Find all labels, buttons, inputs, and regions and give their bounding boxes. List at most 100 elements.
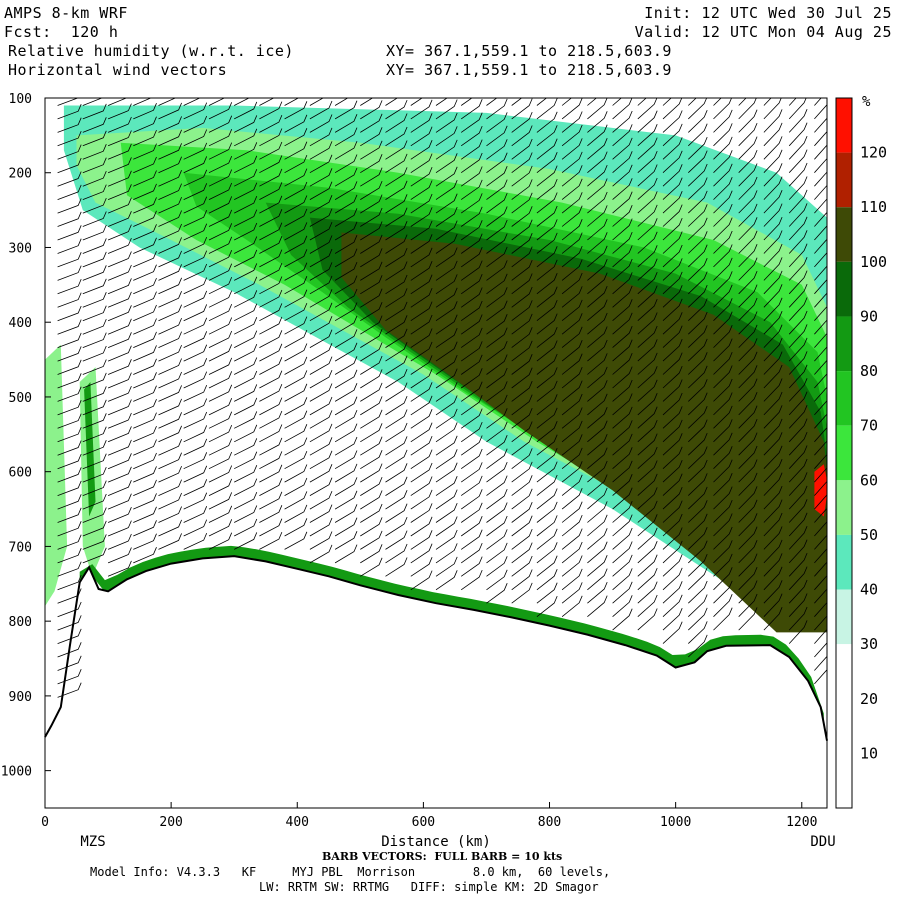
wind-barb [284, 128, 308, 147]
wind-barb [738, 284, 758, 308]
wind-barb [688, 513, 708, 537]
wind-barb [435, 516, 458, 537]
rh-column-left [45, 344, 68, 607]
wind-barb [688, 190, 708, 214]
wind-barb [158, 304, 182, 322]
wind-barb [107, 547, 132, 564]
wind-barb [814, 386, 827, 402]
colorbar-swatch [836, 152, 852, 208]
colorbar-label: 40 [860, 581, 878, 599]
wind-barb [435, 314, 458, 335]
wind-barb [158, 412, 182, 429]
wind-barb [612, 326, 633, 348]
colorbar-swatch [836, 371, 852, 426]
wind-barb [763, 418, 783, 443]
wind-barb [410, 287, 433, 308]
wind-barb [234, 128, 258, 147]
wind-barb [788, 135, 808, 160]
wind-barb [334, 288, 358, 308]
wind-barb [662, 433, 683, 456]
colorbar-label: 20 [860, 690, 878, 708]
wind-barb [763, 243, 783, 268]
wind-barb [234, 343, 258, 362]
wind-barb [234, 384, 258, 402]
wind-barb [158, 465, 182, 483]
wind-barb [637, 98, 647, 106]
wind-barb [410, 462, 433, 483]
wind-barb [460, 193, 483, 214]
wind-barb [208, 505, 233, 523]
wind-barb [688, 325, 708, 348]
wind-barb [259, 491, 283, 510]
wind-barb [183, 371, 208, 389]
wind-barb [234, 290, 258, 308]
wind-barb [511, 246, 533, 268]
wind-barb [612, 98, 633, 120]
wind-barb [738, 418, 758, 443]
wind-barb [814, 615, 827, 631]
wind-barb [309, 275, 333, 295]
wind-barb [561, 474, 583, 496]
endpoint-right-label: DDU [810, 834, 835, 850]
wind-barb [486, 475, 508, 496]
wind-barb [738, 217, 758, 241]
wind-barb [334, 235, 358, 254]
wind-barb [763, 378, 783, 402]
wind-barb [612, 514, 633, 537]
rh-max-ddu [814, 464, 827, 517]
wind-barb [334, 463, 358, 483]
wind-barb [688, 258, 708, 281]
wind-barb [435, 99, 458, 120]
wind-barb [133, 399, 157, 416]
wind-barb [788, 337, 808, 362]
wind-barb [57, 252, 82, 268]
wind-barb [107, 278, 132, 295]
wind-barb [713, 98, 722, 106]
wind-barb [612, 554, 633, 577]
wind-barb [713, 284, 733, 308]
wind-barb [612, 608, 633, 631]
wind-barb [561, 326, 583, 348]
wind-barb [486, 488, 508, 510]
wind-barb [82, 332, 107, 348]
wind-barb [360, 154, 383, 174]
wind-barb [460, 354, 483, 375]
physics-info: LW: RRTM SW: RRTMG DIFF: simple KM: 2D S… [259, 880, 599, 894]
wind-barb [334, 181, 358, 200]
wind-barb [612, 285, 633, 308]
wind-barb [788, 499, 808, 523]
wind-barb [637, 446, 658, 469]
wind-barb [561, 245, 583, 268]
wind-barb [234, 115, 258, 133]
wind-barb [208, 223, 233, 241]
wind-barb [536, 340, 558, 362]
wind-barb [133, 143, 157, 160]
xy-endpoints-2: XY= 367.1,559.1 to 218.5,603.9 [386, 61, 672, 79]
wind-barb [713, 419, 733, 443]
wind-barb [133, 439, 157, 456]
wind-barb [460, 139, 483, 160]
wind-barb [587, 528, 608, 550]
wind-barb [612, 258, 633, 281]
wind-barb [57, 494, 82, 510]
wind-barb [385, 368, 408, 389]
wind-barb [561, 380, 583, 402]
wind-barb [486, 233, 508, 254]
wind-barb [662, 150, 683, 173]
wind-barb [511, 394, 533, 416]
colorbar-swatch [836, 425, 852, 481]
wind-barb [536, 367, 558, 389]
wind-barb [587, 501, 608, 523]
wind-barb [158, 452, 182, 470]
wind-barb [234, 505, 258, 523]
wind-barb [738, 163, 758, 187]
wind-barb [788, 98, 797, 106]
wind-barb [637, 150, 658, 173]
wind-barb [435, 462, 458, 483]
wind-barb [334, 302, 358, 322]
wind-barb [360, 221, 383, 241]
wind-barb [561, 555, 583, 577]
wind-barb [82, 157, 107, 174]
wind-barb [284, 370, 308, 389]
wind-barb [460, 112, 483, 133]
